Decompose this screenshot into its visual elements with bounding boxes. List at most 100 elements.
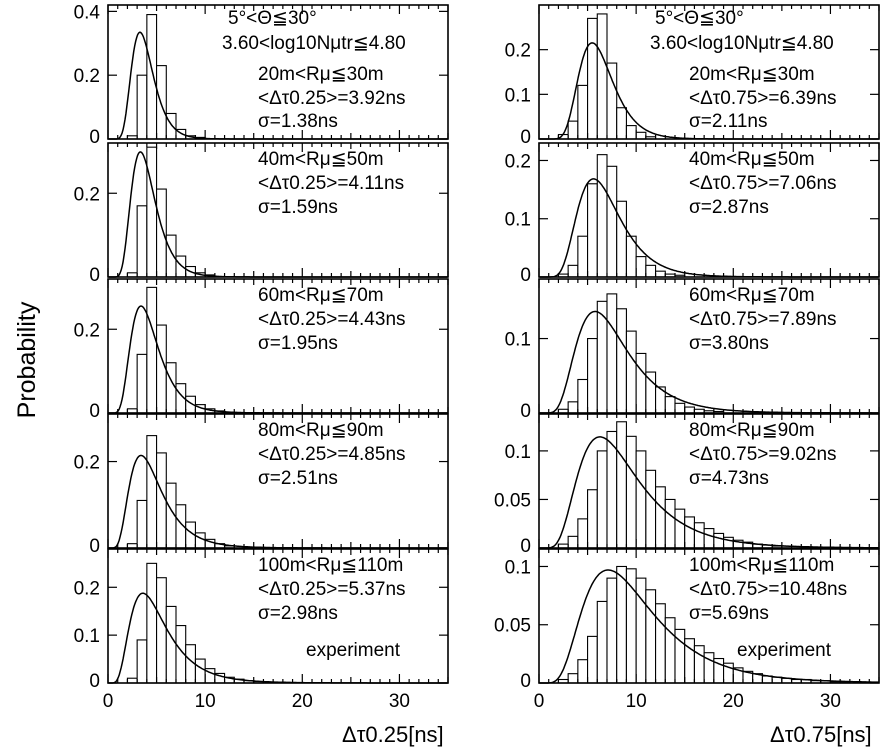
y-tick-label: 0 bbox=[520, 671, 531, 692]
histogram-bar bbox=[693, 522, 705, 549]
histogram-bar bbox=[616, 107, 627, 140]
mean-annotation: <Δτ0.25>=5.37ns bbox=[258, 579, 406, 600]
y-tick-label: 0 bbox=[89, 536, 100, 557]
y-tick-label: 0 bbox=[89, 127, 100, 148]
histogram-bar bbox=[655, 486, 666, 549]
histogram-bar bbox=[703, 528, 715, 549]
panel-frame bbox=[107, 413, 449, 549]
histogram-bar bbox=[577, 518, 589, 549]
sigma-annotation: σ=2.11ns bbox=[689, 111, 767, 132]
histogram-bar bbox=[194, 658, 206, 684]
mean-annotation: <Δτ0.75>=7.89ns bbox=[689, 309, 837, 330]
histogram-bar bbox=[587, 635, 598, 684]
header-size-left: 3.60<log10Nμtr≦4.80 bbox=[222, 33, 406, 54]
x-tick-label: 30 bbox=[820, 691, 841, 712]
histogram-bar bbox=[577, 84, 589, 140]
histogram-bar bbox=[664, 498, 676, 549]
sigma-annotation: σ=5.69ns bbox=[689, 603, 769, 624]
histogram-bar bbox=[567, 401, 579, 414]
y-tick-label: 0.1 bbox=[505, 442, 531, 463]
histogram-panel: 0 0.1 60m<Rμ≦70m <Δτ0.75>=7.89ns σ=3.80ns bbox=[505, 278, 880, 422]
histogram-bar bbox=[655, 603, 666, 684]
histogram-bar bbox=[587, 17, 598, 140]
histogram-bar bbox=[693, 645, 705, 684]
y-tick-label: 0 bbox=[89, 671, 100, 692]
histogram-bar bbox=[587, 489, 598, 549]
histogram-panel: 0 0.05 0.1 0 10 20 30 100m<Rμ≦110m <Δτ0.75>=10.4… bbox=[494, 548, 880, 712]
histogram-bar bbox=[156, 577, 167, 684]
histogram-bar bbox=[146, 146, 158, 278]
y-tick-label: 0.2 bbox=[505, 41, 531, 62]
histogram-bar bbox=[165, 362, 177, 414]
histogram-bar bbox=[625, 435, 637, 549]
histogram-bar bbox=[616, 308, 627, 414]
histogram-panel: 0 0.2 60m<Rμ≦70m <Δτ0.25>=4.43ns σ=1.95ns bbox=[74, 278, 449, 422]
sigma-annotation: σ=2.51ns bbox=[258, 468, 338, 489]
histogram-bar bbox=[165, 112, 177, 140]
histogram-bar bbox=[156, 188, 167, 278]
histogram-bar bbox=[625, 330, 637, 414]
y-tick-label: 0 bbox=[89, 265, 100, 286]
histogram-bar bbox=[136, 639, 148, 684]
y-tick-label: 0.1 bbox=[505, 330, 531, 351]
mean-annotation: <Δτ0.75>=9.02ns bbox=[689, 444, 837, 465]
experiment-label: experiment bbox=[737, 640, 832, 661]
mean-annotation: <Δτ0.75>=7.06ns bbox=[689, 173, 837, 194]
histogram-bar bbox=[635, 450, 647, 549]
panel-frame bbox=[538, 413, 880, 549]
y-tick-label: 0 bbox=[520, 265, 531, 286]
mean-annotation: <Δτ0.75>=6.39ns bbox=[689, 88, 837, 109]
mean-annotation: <Δτ0.25>=4.11ns bbox=[258, 173, 404, 194]
histogram-bar bbox=[146, 286, 158, 414]
histogram-bar bbox=[577, 659, 589, 684]
histogram-bar bbox=[625, 125, 637, 140]
histogram-bar bbox=[606, 293, 618, 414]
y-tick-label: 0.05 bbox=[494, 490, 531, 511]
histogram-bar bbox=[684, 406, 695, 414]
histogram-bar bbox=[684, 516, 695, 549]
histogram-bar bbox=[567, 264, 579, 278]
histogram-bar bbox=[674, 402, 686, 414]
panel-frame bbox=[107, 142, 449, 278]
histogram-bar bbox=[635, 352, 647, 414]
histogram-bar bbox=[645, 469, 657, 549]
histogram-bar bbox=[645, 264, 657, 278]
histogram-bar bbox=[146, 435, 158, 549]
y-tick-label: 0.1 bbox=[505, 210, 531, 231]
range-annotation: 80m<Rμ≦90m bbox=[689, 420, 815, 441]
histogram-bar bbox=[645, 371, 657, 414]
histogram-bar bbox=[577, 235, 589, 278]
x-tick-label: 10 bbox=[626, 691, 647, 712]
y-axis-label: Probability bbox=[13, 301, 41, 418]
histogram-bar bbox=[577, 378, 589, 414]
header-angle-right: 5°<Θ≦30° bbox=[655, 8, 744, 29]
histogram-bar bbox=[596, 450, 608, 549]
histogram-bar bbox=[616, 200, 627, 278]
panel-frame bbox=[538, 142, 880, 278]
histogram-bar bbox=[587, 183, 598, 278]
header-angle-left: 5°<Θ≦30° bbox=[228, 8, 317, 29]
histogram-bar bbox=[606, 577, 618, 684]
y-tick-label: 0.2 bbox=[74, 66, 100, 87]
mean-annotation: <Δτ0.25>=3.92ns bbox=[258, 88, 406, 109]
y-tick-label: 0 bbox=[520, 127, 531, 148]
sigma-annotation: σ=1.95ns bbox=[258, 333, 338, 354]
sigma-annotation: σ=1.59ns bbox=[258, 197, 338, 218]
panel-frame bbox=[538, 4, 880, 140]
histogram-panel: 0 0.05 0.1 80m<Rμ≦90m <Δτ0.75>=9.02ns σ=4.73n… bbox=[494, 413, 880, 557]
histogram-bar bbox=[674, 508, 686, 549]
range-annotation: 40m<Rμ≦50m bbox=[258, 149, 384, 170]
histogram-bar bbox=[606, 165, 618, 278]
y-tick-label: 0.2 bbox=[505, 151, 531, 172]
panel-frame bbox=[107, 4, 449, 140]
mean-annotation: <Δτ0.75>=10.48ns bbox=[689, 579, 847, 600]
panel-frame bbox=[538, 548, 880, 684]
y-tick-label: 0.2 bbox=[74, 578, 100, 599]
sigma-annotation: σ=3.80ns bbox=[689, 333, 769, 354]
panel-frame bbox=[107, 278, 449, 414]
histogram-bar bbox=[165, 234, 177, 278]
histogram-panel: 0 0.2 40m<Rμ≦50m <Δτ0.25>=4.11ns σ=1.59ns bbox=[74, 142, 449, 286]
y-tick-label: 0 bbox=[89, 401, 100, 422]
x-axis-label-left: Δτ0.25[ns] bbox=[342, 722, 444, 747]
